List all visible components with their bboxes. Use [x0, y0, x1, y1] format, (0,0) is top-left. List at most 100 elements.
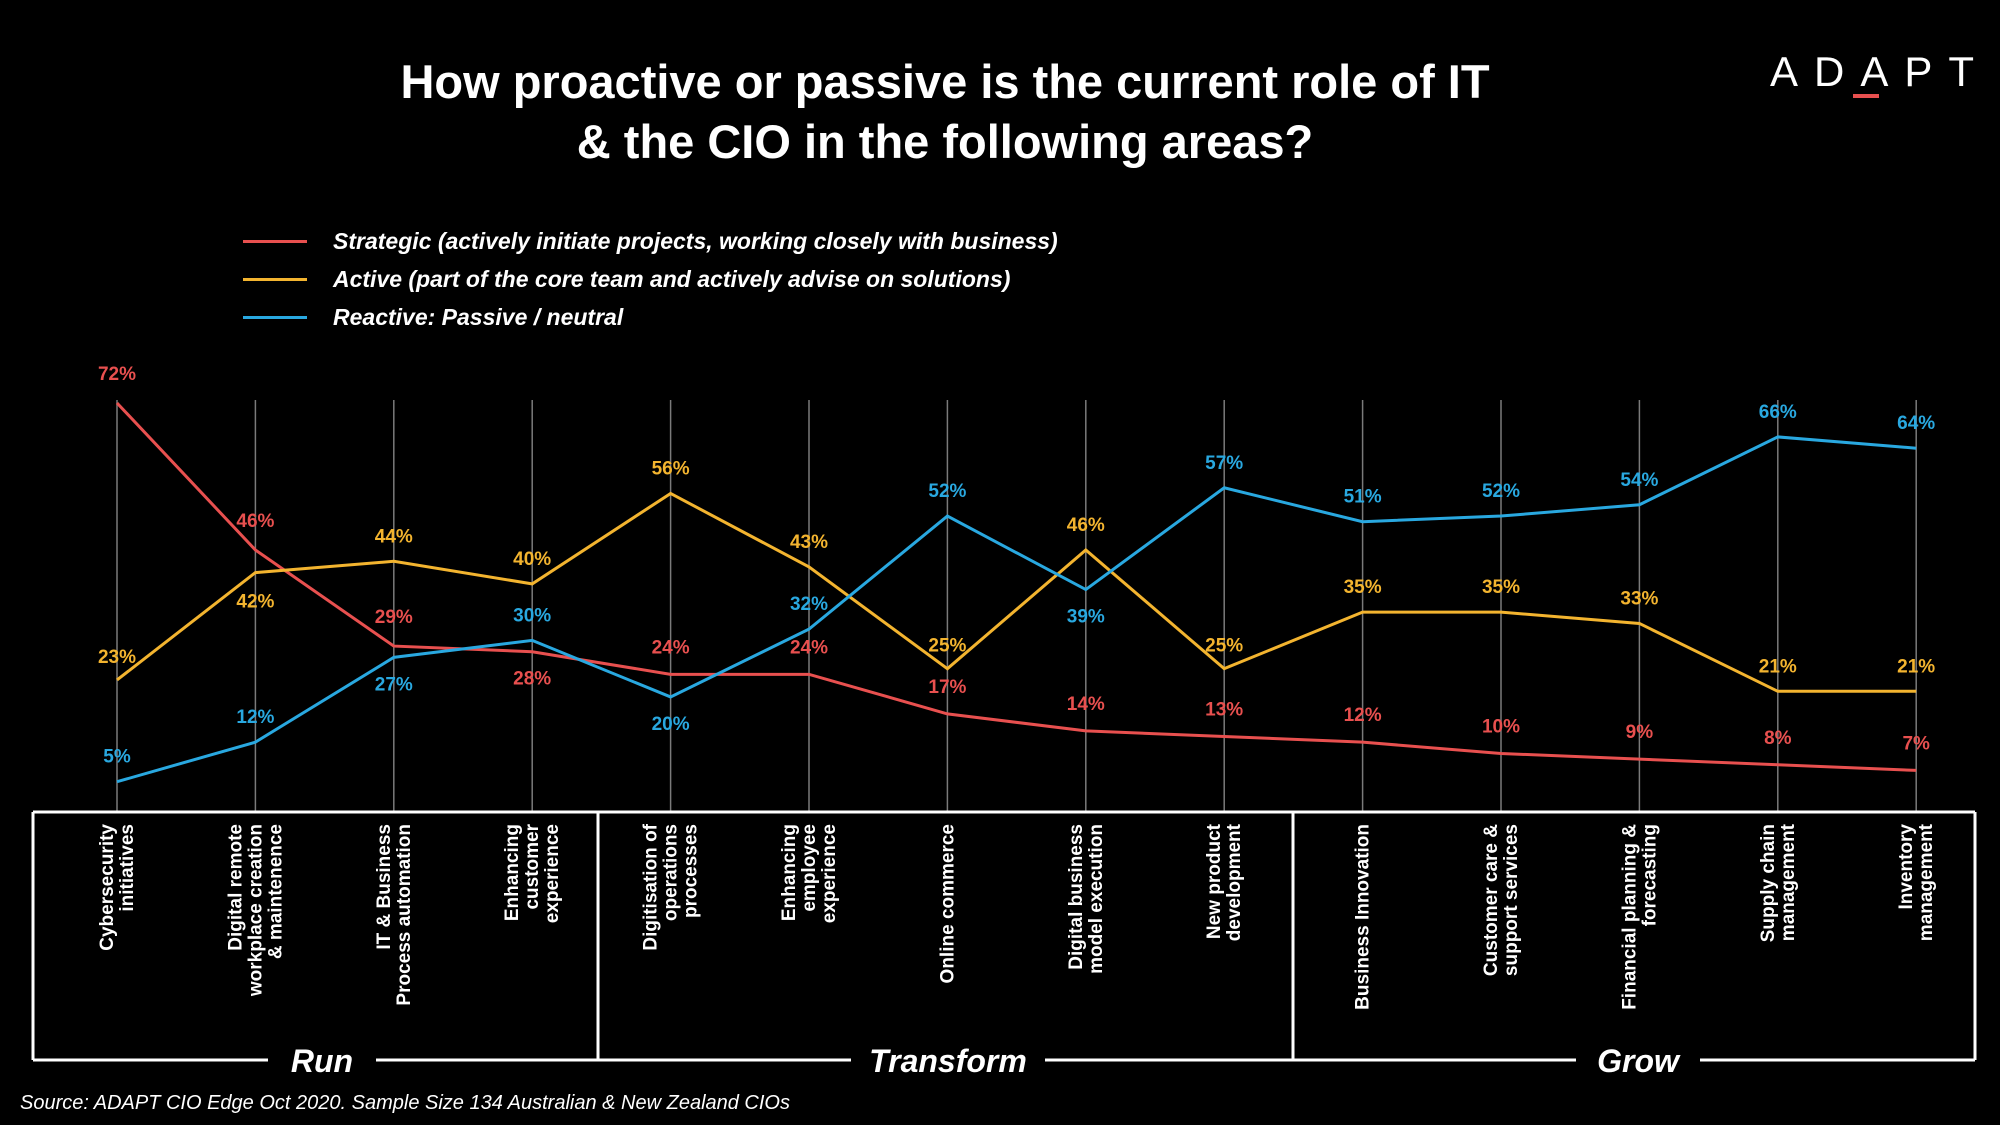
data-label-active-2: 44% — [375, 526, 413, 547]
legend-label-active: Active (part of the core team and active… — [333, 265, 1011, 292]
category-label-line: processes — [681, 824, 702, 918]
category-label-line: New product — [1204, 823, 1225, 939]
group-label-run: Run — [291, 1043, 353, 1079]
category-label-line: Digital business — [1066, 824, 1087, 970]
category-label-line: management — [1778, 823, 1799, 941]
legend-label-strategic: Strategic (actively initiate projects, w… — [333, 227, 1058, 254]
category-label-line: workplace creation — [245, 824, 266, 997]
category-label-9: Business Innovation — [1353, 824, 1374, 1010]
data-label-reactive-5: 32% — [790, 594, 828, 615]
category-label-line: Inventory — [1896, 824, 1917, 910]
series-line-reactive — [116, 435, 1917, 784]
data-label-strategic-3: 28% — [513, 669, 551, 690]
data-label-strategic-8: 13% — [1205, 700, 1243, 721]
legend-item-active: Active (part of the core team and active… — [243, 260, 1058, 298]
data-label-active-1: 42% — [236, 592, 274, 613]
category-label-0: Cybersecurityinitiatives — [97, 824, 138, 951]
data-label-reactive-8: 57% — [1205, 453, 1243, 474]
category-label-11: Financial planning &forecasting — [1619, 824, 1660, 1010]
data-label-reactive-10: 52% — [1482, 481, 1520, 502]
category-label-line: initiatives — [117, 824, 138, 912]
data-label-active-3: 40% — [513, 549, 551, 570]
series-line-strategic — [115, 401, 1917, 772]
category-label-line: Cybersecurity — [97, 824, 118, 951]
data-label-strategic-11: 9% — [1626, 722, 1654, 743]
data-label-strategic-0: 72% — [98, 364, 136, 385]
data-label-reactive-12: 66% — [1759, 402, 1797, 423]
data-label-active-8: 25% — [1205, 636, 1243, 657]
legend-label-reactive: Reactive: Passive / neutral — [333, 303, 624, 330]
data-label-reactive-3: 30% — [513, 605, 551, 626]
data-label-active-0: 23% — [98, 647, 136, 668]
category-label-line: Online commerce — [937, 824, 958, 983]
data-label-strategic-13: 7% — [1902, 733, 1930, 754]
category-label-line: forecasting — [1639, 824, 1660, 926]
category-label-line: Customer care & — [1481, 824, 1502, 976]
category-label-line: Digitisation of — [641, 823, 662, 950]
data-label-active-7: 46% — [1067, 515, 1105, 536]
data-label-strategic-2: 29% — [375, 607, 413, 628]
category-label-line: Process automation — [394, 824, 415, 1006]
group-label-transform: Transform — [869, 1043, 1027, 1079]
legend-item-reactive: Reactive: Passive / neutral — [243, 298, 1058, 336]
category-label-line: support services — [1501, 824, 1522, 976]
data-label-active-9: 35% — [1344, 577, 1382, 598]
data-label-strategic-10: 10% — [1482, 716, 1520, 737]
data-label-active-13: 21% — [1897, 656, 1935, 677]
data-label-strategic-6: 17% — [928, 677, 966, 698]
data-label-reactive-6: 52% — [928, 481, 966, 502]
data-label-active-4: 56% — [652, 458, 690, 479]
data-label-reactive-11: 54% — [1620, 470, 1658, 491]
category-label-10: Customer care &support services — [1481, 824, 1522, 976]
category-label-line: Financial planning & — [1619, 824, 1640, 1010]
category-label-13: Inventorymanagement — [1896, 823, 1937, 941]
category-label-line: operations — [661, 824, 682, 921]
category-label-1: Digital remoteworkplace creation& mainte… — [225, 824, 286, 997]
data-label-reactive-4: 20% — [652, 714, 690, 735]
category-label-4: Digitisation ofoperationsprocesses — [641, 823, 702, 950]
category-label-line: Enhancing — [502, 824, 523, 921]
logo-accent-bar — [1853, 94, 1879, 98]
line-chart: Run Transform Grow Cybersecurityinitiatives… — [31, 364, 1977, 1079]
data-label-strategic-5: 24% — [790, 637, 828, 658]
data-label-strategic-12: 8% — [1764, 728, 1792, 749]
data-label-active-12: 21% — [1759, 656, 1797, 677]
category-label-line: customer — [522, 823, 543, 909]
category-label-line: Business Innovation — [1353, 824, 1374, 1010]
data-label-strategic-4: 24% — [652, 637, 690, 658]
category-label-line: Enhancing — [779, 824, 800, 921]
category-label-line: experience — [819, 824, 840, 923]
title-line-1: How proactive or passive is the current … — [400, 55, 1490, 108]
title-line-2: & the CIO in the following areas? — [576, 115, 1314, 168]
legend: Strategic (actively initiate projects, w… — [243, 222, 1058, 336]
category-label-line: & maintenence — [265, 824, 286, 959]
data-label-reactive-9: 51% — [1344, 487, 1382, 508]
category-label-line: Supply chain — [1758, 824, 1779, 942]
category-label-3: Enhancingcustomerexperience — [502, 823, 563, 923]
data-label-active-5: 43% — [790, 532, 828, 553]
series-line-active — [116, 491, 1917, 693]
chart-title: How proactive or passive is the current … — [340, 52, 1550, 172]
category-label-7: Digital businessmodel execution — [1066, 824, 1107, 974]
group-label-grow: Grow — [1597, 1043, 1681, 1079]
category-label-line: model execution — [1086, 824, 1107, 974]
legend-line-active — [243, 277, 307, 281]
data-label-strategic-7: 14% — [1067, 694, 1105, 715]
data-label-active-6: 25% — [928, 636, 966, 657]
category-label-line: IT & Business — [374, 824, 395, 950]
data-label-strategic-9: 12% — [1344, 705, 1382, 726]
legend-line-reactive — [243, 315, 307, 319]
data-label-strategic-1: 46% — [236, 511, 274, 532]
category-label-line: experience — [542, 824, 563, 923]
data-label-reactive-1: 12% — [236, 707, 274, 728]
category-label-line: Digital remote — [225, 824, 246, 951]
category-label-5: Enhancingemployeeexperience — [779, 824, 840, 923]
legend-item-strategic: Strategic (actively initiate projects, w… — [243, 222, 1058, 260]
category-label-6: Online commerce — [937, 824, 958, 983]
data-label-reactive-2: 27% — [375, 674, 413, 695]
category-label-8: New productdevelopment — [1204, 823, 1245, 941]
source-note: Source: ADAPT CIO Edge Oct 2020. Sample … — [20, 1092, 790, 1114]
data-label-reactive-7: 39% — [1067, 607, 1105, 628]
data-label-reactive-0: 5% — [103, 747, 131, 768]
category-label-2: IT & BusinessProcess automation — [374, 824, 415, 1006]
